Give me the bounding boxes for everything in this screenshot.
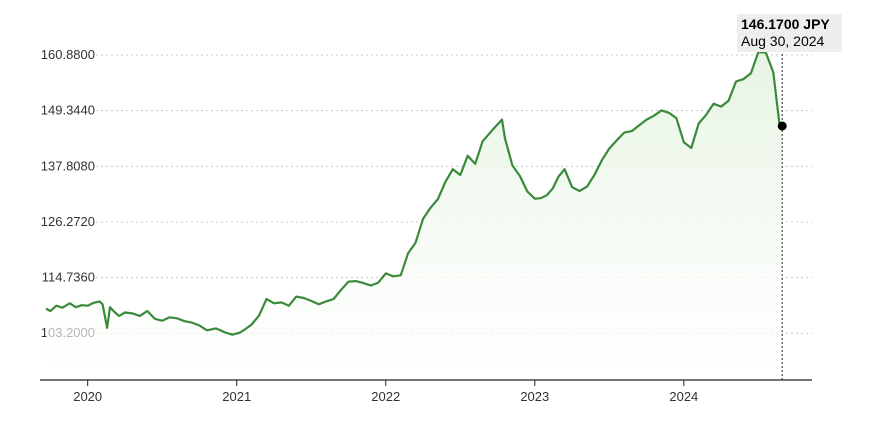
price-area-fill: [46, 52, 783, 380]
y-tick-label: 149.3440: [41, 103, 95, 118]
price-tooltip: 146.1700 JPY Aug 30, 2024: [737, 14, 842, 52]
y-tick-label: 114.7360: [42, 270, 95, 285]
tooltip-date: Aug 30, 2024: [741, 33, 825, 49]
y-axis-labels: 160.8800 149.3440 137.8080 126.2720 114.7360…: [41, 47, 95, 340]
x-tick-label: 2022: [371, 389, 400, 404]
last-point-marker[interactable]: [777, 121, 787, 131]
x-tick-label: 2023: [520, 389, 549, 404]
x-tick-label: 2021: [222, 389, 251, 404]
x-tick-label: 2020: [73, 389, 102, 404]
y-tick-label: 126.2720: [41, 214, 95, 229]
tooltip-value: 146.1700 JPY: [741, 16, 830, 32]
price-line[interactable]: [45, 51, 784, 336]
x-axis-ticks: 2020 2021 2022 2023 2024: [73, 380, 698, 404]
x-tick-label: 2024: [669, 389, 698, 404]
y-tick-label: 137.8080: [41, 158, 95, 173]
y-tick-label: 160.8800: [41, 47, 95, 62]
